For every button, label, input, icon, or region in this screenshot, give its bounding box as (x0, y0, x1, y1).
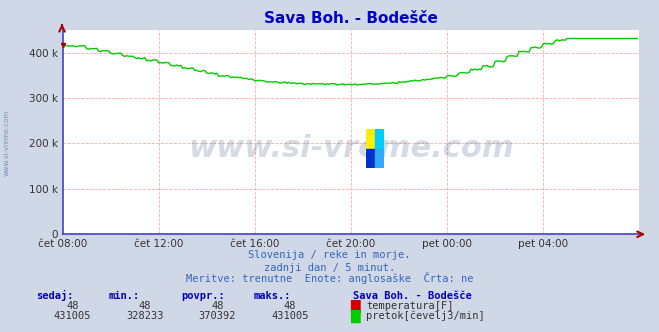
Bar (375, 129, 384, 148)
Text: min.:: min.: (109, 291, 140, 301)
Text: █: █ (351, 299, 360, 313)
Text: 48: 48 (139, 301, 151, 311)
Text: 431005: 431005 (272, 311, 308, 321)
Text: 48: 48 (212, 301, 223, 311)
Text: 48: 48 (284, 301, 296, 311)
Bar (375, 148, 384, 168)
Text: Sava Boh. - Bodešče: Sava Boh. - Bodešče (353, 291, 471, 301)
Text: Meritve: trenutne  Enote: anglosaške  Črta: ne: Meritve: trenutne Enote: anglosaške Črta… (186, 272, 473, 284)
Text: █: █ (351, 309, 360, 323)
Text: Slovenija / reke in morje.: Slovenija / reke in morje. (248, 250, 411, 260)
Text: zadnji dan / 5 minut.: zadnji dan / 5 minut. (264, 263, 395, 273)
Title: Sava Boh. - Bodešče: Sava Boh. - Bodešče (264, 11, 438, 26)
Text: pretok[čevelj3/min]: pretok[čevelj3/min] (366, 311, 485, 321)
Text: www.si-vreme.com: www.si-vreme.com (3, 110, 10, 176)
Bar (366, 148, 375, 168)
Text: 48: 48 (67, 301, 78, 311)
Text: maks.:: maks.: (254, 291, 291, 301)
Text: 370392: 370392 (199, 311, 236, 321)
Text: 328233: 328233 (127, 311, 163, 321)
Text: sedaj:: sedaj: (36, 290, 74, 301)
Text: 431005: 431005 (54, 311, 91, 321)
Text: povpr.:: povpr.: (181, 291, 225, 301)
Bar (366, 129, 375, 148)
Text: temperatura[F]: temperatura[F] (366, 301, 454, 311)
Text: www.si-vreme.com: www.si-vreme.com (188, 134, 514, 163)
